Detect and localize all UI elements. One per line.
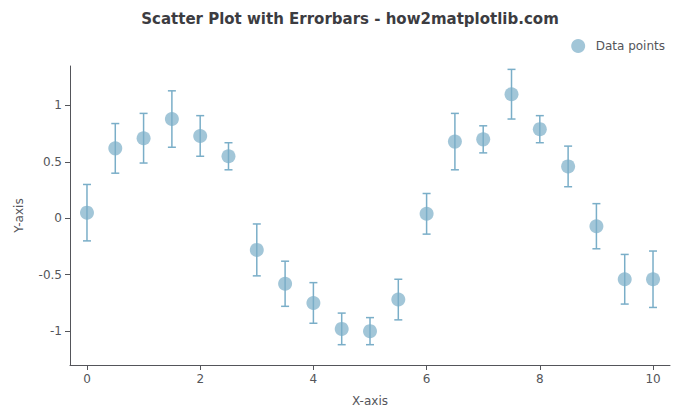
svg-text:2: 2 [196, 372, 204, 386]
svg-text:Scatter Plot with Errorbars -: Scatter Plot with Errorbars - how2matplo… [141, 10, 559, 28]
svg-text:-1: -1 [50, 324, 62, 338]
svg-text:X-axis: X-axis [352, 394, 388, 408]
svg-text:6: 6 [423, 372, 431, 386]
svg-text:0: 0 [54, 211, 62, 225]
svg-text:8: 8 [536, 372, 544, 386]
svg-text:4: 4 [310, 372, 318, 386]
svg-text:0.5: 0.5 [43, 155, 62, 169]
svg-text:10: 10 [645, 372, 660, 386]
svg-text:1: 1 [54, 98, 62, 112]
svg-text:0: 0 [83, 372, 91, 386]
svg-text:Y-axis: Y-axis [12, 198, 26, 233]
svg-text:Data points: Data points [596, 39, 665, 53]
svg-text:-0.5: -0.5 [39, 268, 62, 282]
